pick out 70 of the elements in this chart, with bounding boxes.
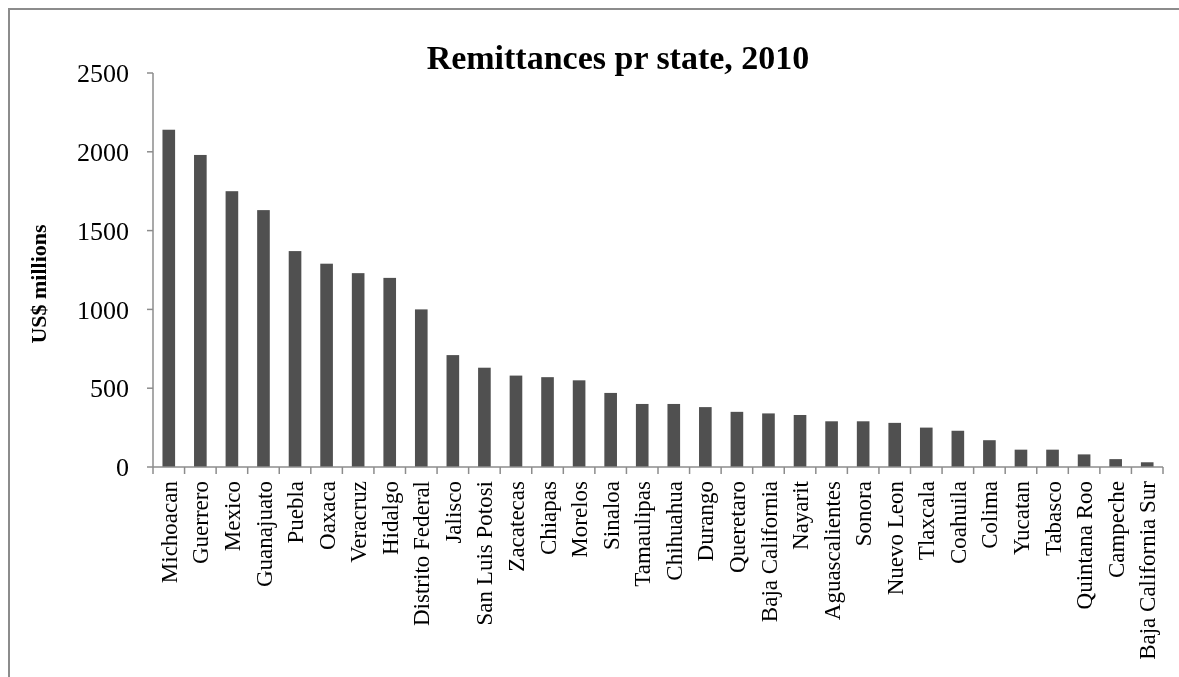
bar — [699, 407, 712, 467]
x-tick-label: Coahuila — [945, 481, 971, 565]
bar — [257, 210, 270, 467]
bar — [383, 277, 397, 467]
bar — [730, 411, 744, 467]
x-tick-label: Michoacan — [156, 480, 182, 584]
y-tick-label: 500 — [90, 374, 129, 404]
bar — [288, 251, 302, 467]
x-tick-label: Sinaloa — [598, 481, 624, 550]
x-tick-label: Sonora — [851, 481, 877, 547]
bar — [320, 263, 333, 467]
y-tick-label: 1000 — [77, 295, 129, 325]
x-tick-label: Aguascalientes — [819, 480, 845, 621]
bar — [541, 377, 554, 467]
x-tick-label: Nayarit — [788, 480, 814, 550]
bar — [1109, 459, 1122, 467]
x-tick-label: Oaxaca — [314, 481, 340, 550]
x-tick-label: Distrito Federal — [409, 481, 435, 626]
x-tick-label: Queretaro — [724, 481, 750, 573]
y-tick-label: 2500 — [77, 59, 129, 89]
bar — [572, 380, 586, 467]
x-tick-label: Guerrero — [188, 481, 214, 565]
bar — [888, 422, 902, 467]
x-tick-label: Baja California Sur — [1135, 480, 1161, 660]
bar — [604, 392, 617, 467]
x-tick-label: Tabasco — [1040, 481, 1066, 557]
x-tick-label: Colima — [977, 481, 1003, 549]
bar — [983, 440, 996, 467]
bar — [1077, 454, 1091, 467]
x-tick-label: San Luis Potosi — [472, 481, 498, 626]
x-tick-label: Tlaxcala — [914, 481, 940, 561]
x-tick-label: Tamaulipas — [630, 480, 656, 587]
x-tick-label: Zacatecas — [504, 480, 530, 572]
x-tick-label: Hidalgo — [377, 481, 403, 556]
bar — [509, 375, 523, 467]
x-tick-label: Nuevo Leon — [882, 480, 908, 596]
bar — [793, 414, 807, 467]
x-tick-label: Baja California — [756, 481, 782, 623]
x-tick-label: Guanajuato — [251, 481, 277, 588]
x-tick-label: Morelos — [567, 480, 593, 558]
x-tick-label: Quintana Roo — [1072, 481, 1098, 610]
bar — [446, 355, 460, 467]
bar — [762, 413, 775, 467]
y-tick-label: 2000 — [77, 137, 129, 167]
bar — [162, 129, 176, 467]
bar — [225, 191, 239, 467]
bar — [351, 273, 365, 467]
x-tick-label: Puebla — [283, 481, 309, 544]
bar — [414, 309, 428, 467]
bar — [1046, 449, 1059, 467]
bar — [194, 154, 207, 467]
x-tick-label: Veracruz — [346, 481, 372, 563]
y-axis-title: US$ millions — [26, 223, 51, 344]
x-tick-label: Yucatan — [1009, 480, 1035, 556]
bar — [635, 403, 649, 467]
bar — [856, 421, 870, 467]
bar — [478, 367, 491, 467]
x-tick-label: Mexico — [219, 481, 245, 552]
chart-title: Remittances pr state, 2010 — [426, 39, 810, 76]
x-tick-label: Chiapas — [535, 480, 561, 556]
x-tick-label: Campeche — [1103, 481, 1129, 579]
bar — [667, 403, 681, 467]
bar — [825, 421, 838, 467]
y-tick-label: 0 — [116, 453, 129, 483]
bar — [951, 430, 965, 467]
y-tick-label: 1500 — [77, 216, 129, 246]
x-tick-label: Chihuahua — [661, 481, 687, 581]
x-tick-label: Durango — [693, 481, 719, 562]
bar — [919, 427, 933, 467]
x-tick-label: Jalisco — [440, 481, 466, 544]
